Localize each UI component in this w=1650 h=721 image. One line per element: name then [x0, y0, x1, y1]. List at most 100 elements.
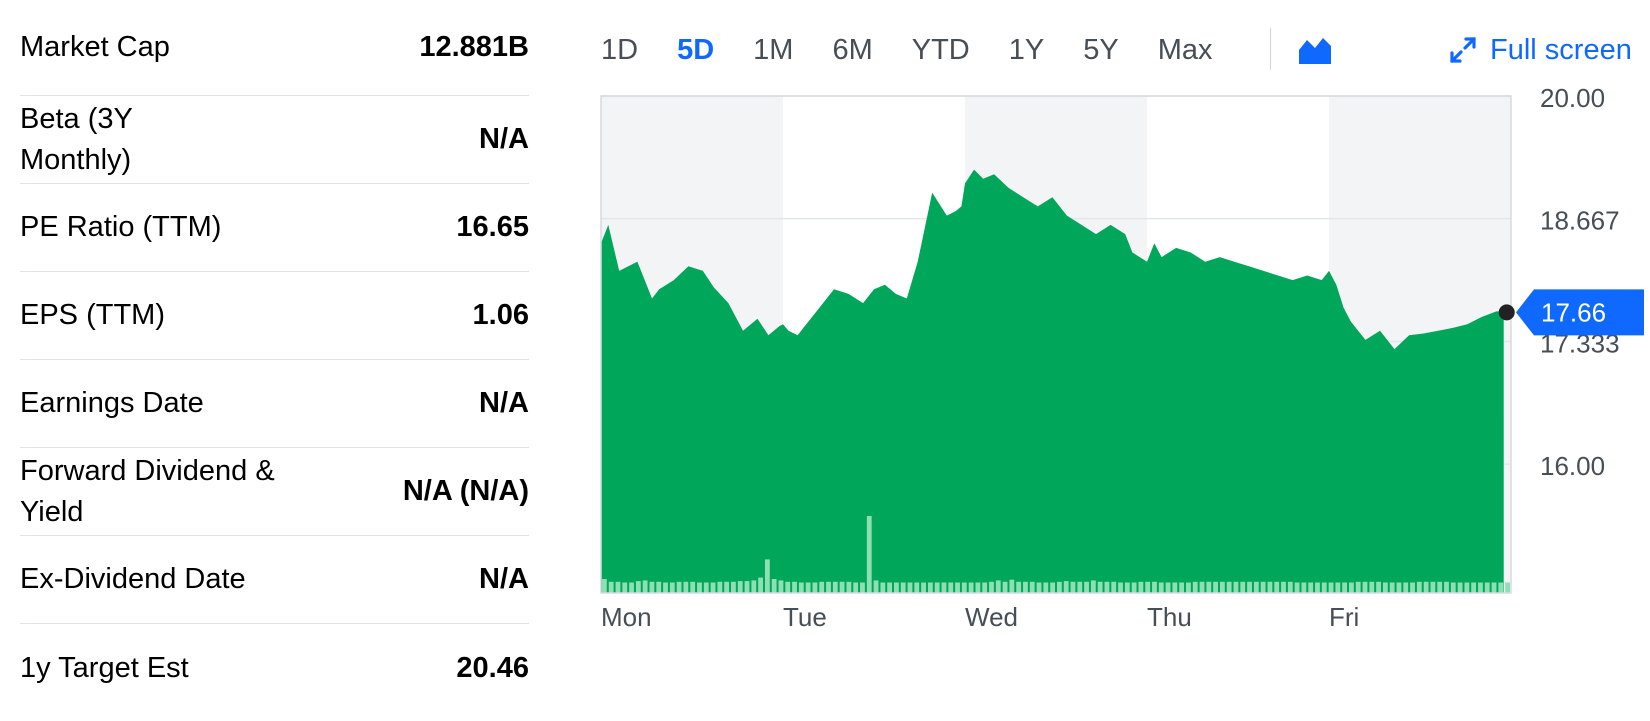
volume-bar	[1138, 581, 1144, 593]
volume-bar	[798, 582, 804, 593]
volume-bar	[764, 559, 770, 593]
volume-bar	[927, 582, 933, 593]
volume-bar	[961, 582, 967, 593]
volume-bar	[758, 577, 763, 593]
volume-bar	[676, 581, 682, 593]
tab-1y[interactable]: 1Y	[1008, 33, 1045, 66]
x-tick-label: Fri	[1329, 602, 1359, 632]
volume-bar	[744, 581, 750, 593]
volume-bar	[1478, 582, 1483, 593]
stat-row: Forward Dividend & Yield N/A (N/A)	[20, 448, 529, 536]
volume-bar	[697, 582, 702, 593]
volume-bar	[1009, 579, 1015, 593]
volume-bar	[737, 581, 743, 593]
x-tick-label: Tue	[783, 602, 827, 632]
volume-bar	[1260, 581, 1266, 593]
volume-bar	[982, 582, 988, 593]
volume-bar	[1349, 582, 1354, 593]
current-price-label: 17.66	[1541, 297, 1606, 327]
expand-arrows-icon	[1450, 37, 1476, 63]
volume-bar	[792, 581, 797, 593]
tab-6m[interactable]: 6M	[832, 33, 873, 66]
volume-bar	[1464, 582, 1470, 593]
x-tick-label: Mon	[601, 602, 652, 632]
stat-value: 20.46	[456, 651, 529, 684]
area-chart-icon	[1299, 38, 1331, 64]
range-tabs: 1D 5D 1M 6M YTD 1Y 5Y Max	[601, 22, 1252, 78]
volume-bar	[968, 582, 974, 593]
volume-bar	[1165, 582, 1171, 593]
volume-bar	[1016, 581, 1022, 593]
volume-bar	[1104, 581, 1110, 593]
volume-bar	[1050, 582, 1055, 593]
volume-bar	[1484, 582, 1490, 593]
volume-bar	[1206, 581, 1212, 593]
volume-bar	[1192, 581, 1198, 593]
volume-bar	[703, 582, 709, 593]
volume-bar	[724, 581, 730, 593]
volume-bar	[1077, 581, 1083, 593]
volume-bar	[880, 582, 886, 593]
tab-5y[interactable]: 5Y	[1083, 33, 1119, 66]
tab-ytd[interactable]: YTD	[911, 33, 970, 66]
volume-bar	[629, 582, 634, 593]
volume-bar	[1308, 582, 1314, 593]
volume-bar	[1355, 581, 1361, 593]
volume-bar	[1023, 581, 1028, 593]
volume-bar	[989, 581, 994, 593]
volume-bar	[717, 581, 723, 593]
volume-bar	[1247, 581, 1252, 593]
volume-bar	[1491, 582, 1497, 593]
volume-bar	[1287, 581, 1293, 593]
price-area	[601, 169, 1504, 593]
stat-value: 12.881B	[419, 31, 529, 63]
tab-5d[interactable]: 5D	[677, 33, 715, 66]
tab-1d[interactable]: 1D	[601, 33, 639, 66]
volume-bar	[1213, 581, 1218, 593]
volume-bar	[1152, 581, 1157, 593]
volume-bar	[1471, 582, 1477, 593]
volume-bar	[1219, 581, 1225, 593]
volume-bar	[1267, 581, 1273, 593]
volume-bar	[1389, 582, 1395, 593]
tab-1m[interactable]: 1M	[753, 33, 794, 66]
volume-bar	[1423, 581, 1429, 593]
volume-bar	[846, 581, 852, 593]
volume-bar	[907, 582, 913, 593]
volume-bar	[642, 580, 648, 593]
volume-bar	[1179, 582, 1185, 593]
stat-value: N/A	[479, 387, 529, 419]
stat-value: 16.65	[456, 211, 529, 243]
stat-row: 1y Target Est 20.46	[20, 624, 529, 712]
volume-bar	[894, 582, 899, 593]
volume-bar	[995, 580, 1001, 593]
volume-bar	[1430, 581, 1436, 593]
volume-bar	[1369, 581, 1375, 593]
volume-bar	[832, 581, 838, 593]
volume-bar	[1199, 581, 1205, 593]
volume-bar	[690, 581, 696, 593]
volume-bar	[1416, 581, 1422, 593]
volume-bar	[887, 582, 893, 593]
volume-bar	[1410, 582, 1415, 593]
fullscreen-label: Full screen	[1490, 33, 1632, 66]
volume-bar	[785, 581, 791, 593]
stat-label: Ex-Dividend Date	[20, 563, 246, 595]
volume-bar	[1444, 581, 1449, 593]
stat-value: N/A	[479, 563, 529, 595]
stats-table: Market Cap 12.881B Beta (3Y Monthly) N/A PE …	[20, 0, 529, 712]
volume-bar	[1090, 580, 1096, 593]
fullscreen-button[interactable]: Full screen	[1448, 30, 1632, 70]
chart-type-button[interactable]	[1297, 34, 1333, 66]
volume-bar	[914, 582, 920, 593]
volume-bar	[1396, 582, 1402, 593]
volume-bar	[975, 582, 981, 593]
volume-bar	[948, 582, 954, 593]
stat-label: Market Cap	[20, 31, 170, 63]
stat-row: EPS (TTM) 1.06	[20, 272, 529, 360]
tab-max[interactable]: Max	[1157, 33, 1213, 66]
volume-bar	[941, 582, 947, 593]
volume-bar	[1131, 582, 1137, 593]
volume-bar	[1172, 582, 1178, 593]
stat-value: N/A	[479, 123, 529, 155]
